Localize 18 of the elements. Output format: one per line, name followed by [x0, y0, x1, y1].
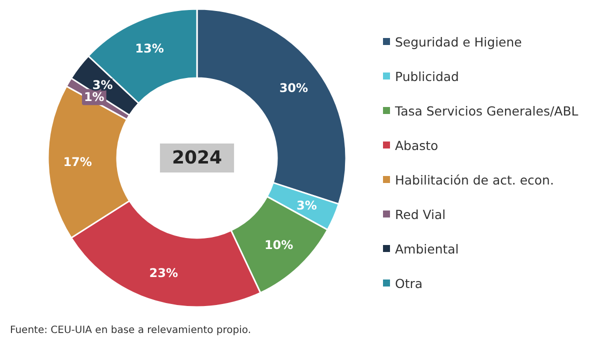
legend-label: Ambiental: [395, 242, 459, 256]
data-label: 13%: [135, 41, 164, 56]
data-label: 30%: [279, 80, 308, 95]
data-label: 1%: [84, 90, 104, 104]
data-label: 3%: [296, 198, 317, 212]
legend-label: Publicidad: [395, 69, 459, 84]
legend-label: Seguridad e Higiene: [395, 34, 522, 50]
legend-label: Red Vial: [395, 207, 446, 222]
source-note: Fuente: CEU-UIA en base a relevamiento propio.: [10, 325, 252, 336]
legend-label: Otra: [395, 276, 423, 291]
legend-label: Abasto: [395, 138, 438, 153]
data-label: 23%: [149, 266, 178, 280]
legend-label: Tasa Servicios Generales/ABL: [394, 104, 578, 118]
data-label: 10%: [264, 238, 294, 252]
data-label: 17%: [63, 154, 92, 169]
legend-label: Habilitación de act. econ.: [395, 172, 554, 188]
text: 2024: [172, 148, 222, 168]
data-label: 3%: [92, 78, 113, 92]
